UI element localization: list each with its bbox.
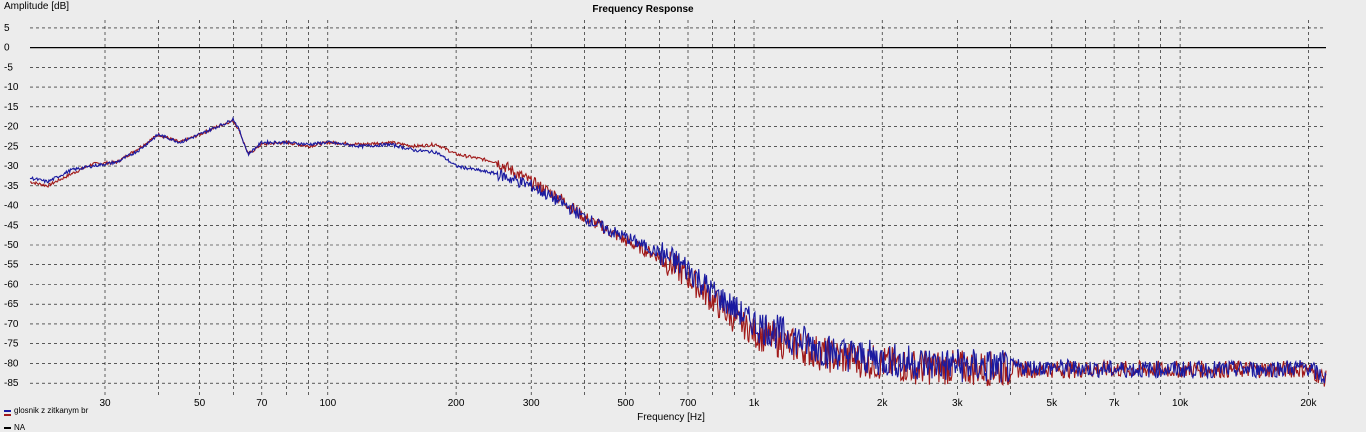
x-tick-label-16: 1k xyxy=(749,398,761,409)
x-tick-labels: 30 50 70 100 200 300 500 700 1k 2k 3k 5k 7k 10k 20k xyxy=(99,398,1317,409)
y-tick-label-5: -20 xyxy=(4,122,19,133)
x-tick-label-9: 300 xyxy=(523,398,540,409)
y-axis-label: Amplitude [dB] xyxy=(4,1,69,12)
series-line-1 xyxy=(29,116,1327,384)
x-tick-label-8: 200 xyxy=(448,398,465,409)
x-tick-label-20: 5k xyxy=(1047,398,1059,409)
x-axis-label: Frequency [Hz] xyxy=(637,412,705,423)
x-tick-label-4: 70 xyxy=(256,398,268,409)
y-tick-label-18: -85 xyxy=(4,378,19,389)
legend-swatch-red xyxy=(4,414,11,416)
y-tick-label-4: -15 xyxy=(4,102,19,113)
y-tick-label-14: -65 xyxy=(4,299,19,310)
legend-label-3: NA xyxy=(14,423,26,432)
y-tick-label-17: -80 xyxy=(4,358,19,369)
y-tick-label-8: -35 xyxy=(4,181,19,192)
chart-title: Frequency Response xyxy=(592,4,694,15)
x-tick-label-22: 7k xyxy=(1109,398,1121,409)
y-tick-label-0: 5 xyxy=(4,23,10,34)
y-tick-label-15: -70 xyxy=(4,319,19,330)
x-tick-label-17: 2k xyxy=(877,398,889,409)
legend-swatch-black xyxy=(4,426,11,429)
legend-label-1: glosnik z zitkanym br xyxy=(14,406,89,415)
x-tick-label-0: 30 xyxy=(99,398,111,409)
plot-area xyxy=(30,20,1326,395)
x-tick-label-18: 3k xyxy=(952,398,964,409)
y-tick-label-6: -25 xyxy=(4,141,19,152)
x-tick-label-2: 50 xyxy=(194,398,206,409)
x-tick-label-26: 20k xyxy=(1300,398,1317,409)
x-tick-label-25: 10k xyxy=(1172,398,1189,409)
y-tick-label-7: -30 xyxy=(4,161,19,172)
y-tick-label-12: -55 xyxy=(4,260,19,271)
y-tick-labels: 5 0 -5 -10 -15 -20 -25 -30 -35 -40 -45 -50 -55 -60 -65… xyxy=(4,23,19,389)
y-tick-label-11: -50 xyxy=(4,240,19,251)
legend-item-1: glosnik z zitkanym br xyxy=(4,406,88,415)
legend-item-2 xyxy=(4,414,14,416)
x-gridlines xyxy=(104,20,1309,395)
y-tick-label-16: -75 xyxy=(4,339,19,350)
y-tick-label-10: -45 xyxy=(4,220,19,231)
x-tick-label-11: 500 xyxy=(617,398,634,409)
legend-swatch-blue xyxy=(4,409,11,412)
y-tick-label-3: -10 xyxy=(4,82,19,93)
x-tick-label-13: 700 xyxy=(680,398,697,409)
y-tick-label-1: 0 xyxy=(4,43,10,54)
y-tick-label-2: -5 xyxy=(4,62,13,73)
y-tick-label-13: -60 xyxy=(4,280,19,291)
series-lines xyxy=(29,116,1327,387)
legend-item-3: NA xyxy=(4,423,25,432)
y-tick-label-9: -40 xyxy=(4,201,19,212)
x-tick-label-7: 100 xyxy=(319,398,336,409)
